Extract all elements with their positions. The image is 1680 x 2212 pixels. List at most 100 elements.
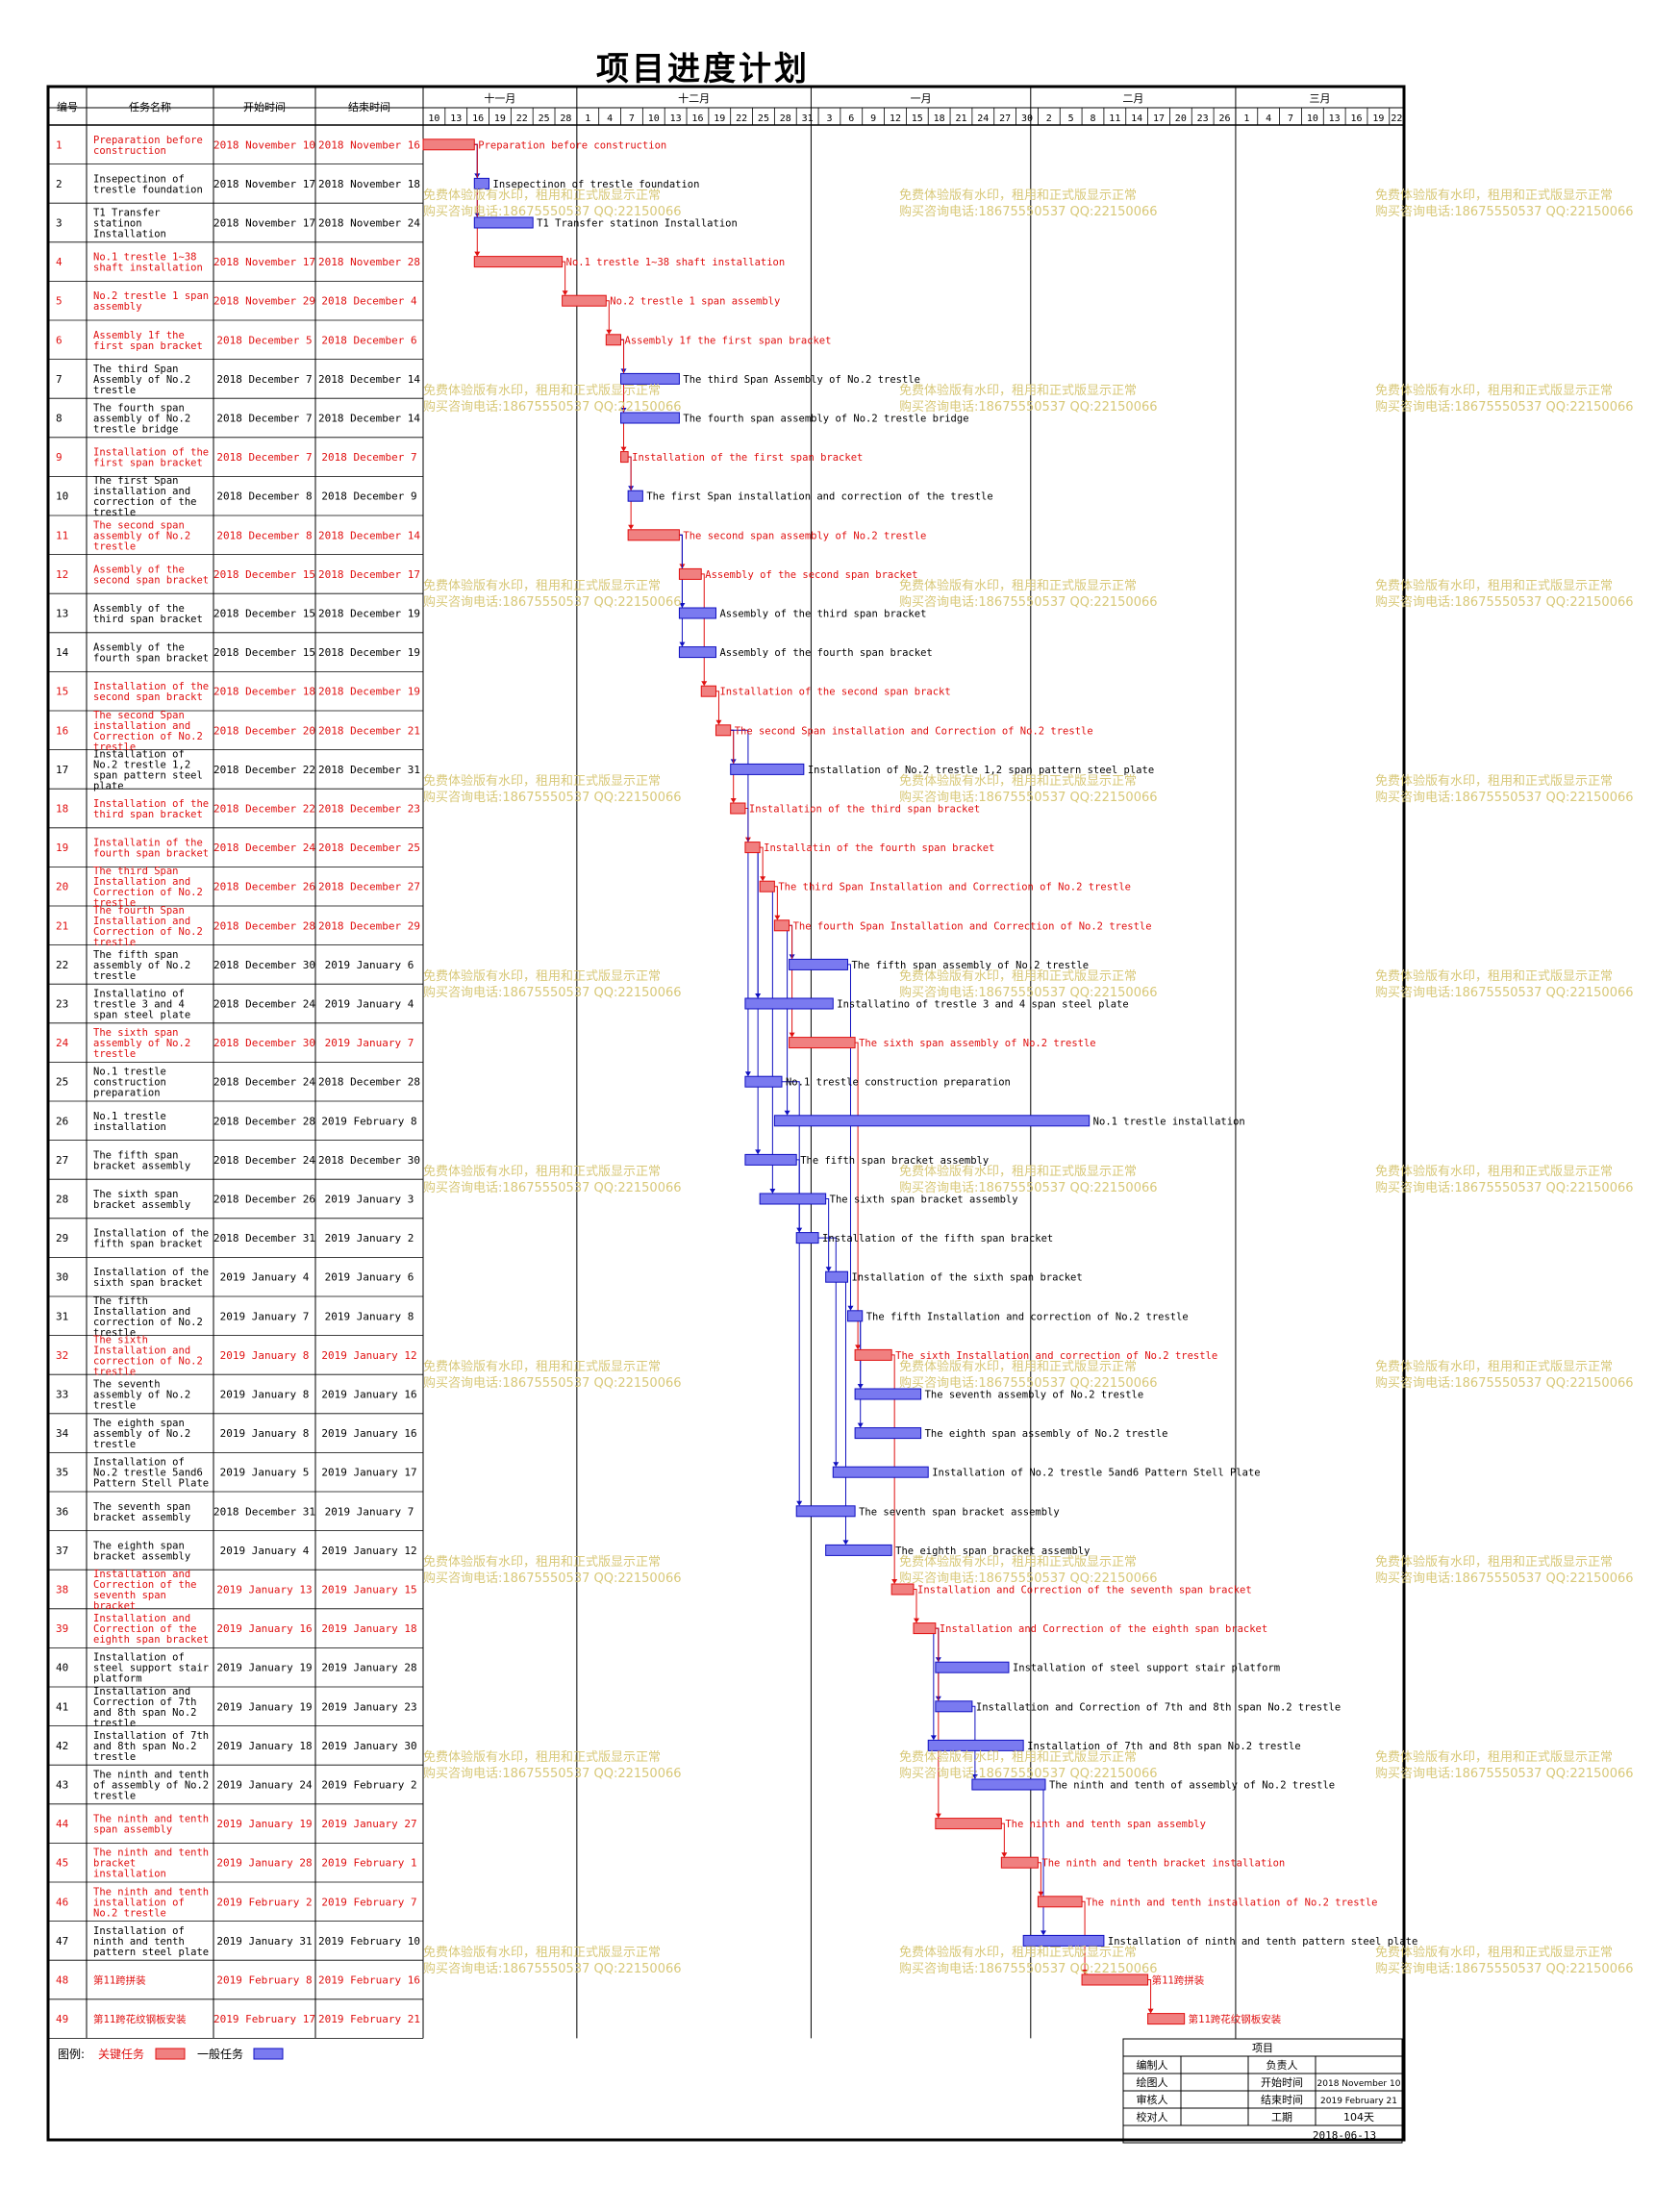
day-label: 17 — [1153, 113, 1165, 124]
bar-label: Installation of No.2 trestle 1,2 span pa… — [808, 765, 1154, 776]
task-id: 21 — [56, 919, 68, 932]
task-start: 2018 December 8 — [216, 529, 312, 541]
watermark-text: 购买咨询电话:18675550537 QQ:22150066 — [1375, 1180, 1634, 1195]
task-start: 2018 December 15 — [213, 608, 315, 620]
bar-label: The fourth span assembly of No.2 trestle… — [683, 414, 968, 425]
task-id: 13 — [56, 608, 68, 620]
task-name: The seventh — [93, 1379, 161, 1391]
task-bar — [846, 1310, 864, 1322]
task-bar — [1022, 1934, 1105, 1947]
legend-critical-swatch — [155, 2048, 186, 2060]
day-label: 10 — [428, 113, 439, 124]
task-name: trestle — [93, 970, 136, 982]
task-bar — [620, 372, 680, 385]
task-name: Assembly 1f the — [93, 330, 185, 341]
dependency-arrow — [891, 1579, 898, 1584]
footer-cell: 工期 — [1271, 2111, 1292, 2124]
month-label: 一月 — [911, 92, 932, 105]
task-end: 2018 December 19 — [318, 686, 420, 698]
task-id: 16 — [56, 724, 68, 737]
task-name: The ninth and tenth — [93, 1770, 209, 1781]
bar-label: 第11跨拼装 — [1152, 1974, 1205, 1987]
watermark-text: 免费体验版有水印，租用和正式版显示正常 — [423, 578, 661, 593]
task-start: 2019 January 4 — [220, 1271, 310, 1284]
watermark-text: 免费体验版有水印，租用和正式版显示正常 — [899, 1164, 1137, 1179]
day-label: 25 — [758, 113, 769, 124]
header-end: 结束时间 — [348, 101, 390, 113]
task-id: 2 — [56, 178, 63, 190]
dependency-link — [847, 964, 851, 1310]
footer-cell: 负责人 — [1266, 2058, 1298, 2072]
task-start: 2018 December 7 — [216, 451, 312, 464]
bar-label: Installation and Correction of the eight… — [940, 1623, 1267, 1635]
task-name: No.1 trestle — [93, 1067, 166, 1078]
task-name: Correction of No.2 — [93, 926, 203, 938]
day-label: 13 — [1329, 113, 1341, 124]
task-end: 2019 January 15 — [321, 1584, 416, 1596]
task-id: 26 — [56, 1115, 68, 1127]
task-name: Assembly of No.2 — [93, 374, 190, 386]
watermark-text: 免费体验版有水印，租用和正式版显示正常 — [899, 578, 1137, 593]
task-id: 22 — [56, 959, 68, 971]
task-name: Installation of the — [93, 447, 209, 459]
dependency-link — [818, 1237, 837, 1467]
task-id: 41 — [56, 1700, 68, 1713]
task-name: No.2 trestle — [93, 1907, 166, 1919]
task-name: bracket assembly — [93, 1512, 190, 1523]
task-id: 37 — [56, 1545, 68, 1557]
day-label: 7 — [629, 113, 635, 124]
task-name: platform — [93, 1673, 142, 1685]
dependency-link — [825, 1198, 830, 1271]
dependency-arrow — [789, 1032, 795, 1038]
watermark-text: 免费体验版有水印，租用和正式版显示正常 — [1375, 773, 1613, 789]
task-id: 17 — [56, 764, 68, 776]
page-title: 项目进度计划 — [596, 50, 810, 88]
task-end: 2018 November 24 — [318, 217, 420, 230]
task-end: 2018 December 7 — [321, 451, 416, 464]
bar-label: Assembly of the third span bracket — [719, 609, 926, 620]
task-name: Assembly of the — [93, 603, 185, 615]
task-end: 2019 February 7 — [321, 1896, 416, 1908]
task-id: 19 — [56, 842, 68, 854]
task-name: The fourth Span — [93, 905, 185, 917]
day-label: 3 — [826, 113, 832, 124]
watermark-text: 免费体验版有水印，租用和正式版显示正常 — [423, 1554, 661, 1570]
task-bar — [854, 1427, 922, 1440]
task-start: 2019 January 4 — [220, 1545, 310, 1557]
footer-cell: 绘图人 — [1137, 2075, 1168, 2089]
bar-label: Installation of the second span brackt — [719, 687, 950, 698]
day-label: 1 — [585, 113, 590, 124]
watermark-text: 购买咨询电话:18675550537 QQ:22150066 — [1375, 399, 1634, 415]
task-start: 2018 December 24 — [213, 998, 315, 1011]
dependency-arrow — [971, 1774, 978, 1779]
day-label: 14 — [1131, 113, 1142, 124]
task-id: 8 — [56, 413, 63, 425]
footer-project: 项目 — [1252, 2042, 1273, 2054]
task-name: Preparation before — [93, 135, 203, 146]
task-start: 2019 February 17 — [213, 2013, 315, 2025]
dependency-link — [715, 691, 719, 724]
dependency-link — [730, 729, 749, 1076]
outer-frame — [46, 85, 1406, 2142]
task-start: 2019 January 8 — [220, 1389, 310, 1401]
task-id: 3 — [56, 217, 63, 230]
watermark-text: 免费体验版有水印，租用和正式版显示正常 — [423, 1749, 661, 1765]
task-name: correction of the — [93, 496, 196, 508]
bar-label: Assembly of the second span bracket — [705, 569, 917, 581]
task-name: The ninth and tenth — [93, 1848, 209, 1859]
bar-label: Installation of 7th and 8th span No.2 tr… — [1027, 1741, 1300, 1752]
task-bar — [935, 1818, 1002, 1830]
task-end: 2018 December 14 — [318, 413, 420, 425]
watermark-text: 购买咨询电话:18675550537 QQ:22150066 — [1375, 1766, 1634, 1781]
task-end: 2018 December 19 — [318, 646, 420, 659]
header-start: 开始时间 — [243, 100, 286, 113]
task-name: pattern steel plate — [93, 1947, 209, 1958]
task-name: third span bracket — [93, 809, 203, 820]
day-label: 25 — [539, 113, 550, 124]
task-name: trestle — [93, 1791, 136, 1802]
task-end: 2018 December 21 — [318, 724, 420, 737]
task-id: 35 — [56, 1467, 68, 1479]
task-end: 2019 February 2 — [321, 1779, 416, 1792]
task-start: 2019 January 19 — [216, 1818, 312, 1830]
task-bar — [854, 1388, 922, 1400]
